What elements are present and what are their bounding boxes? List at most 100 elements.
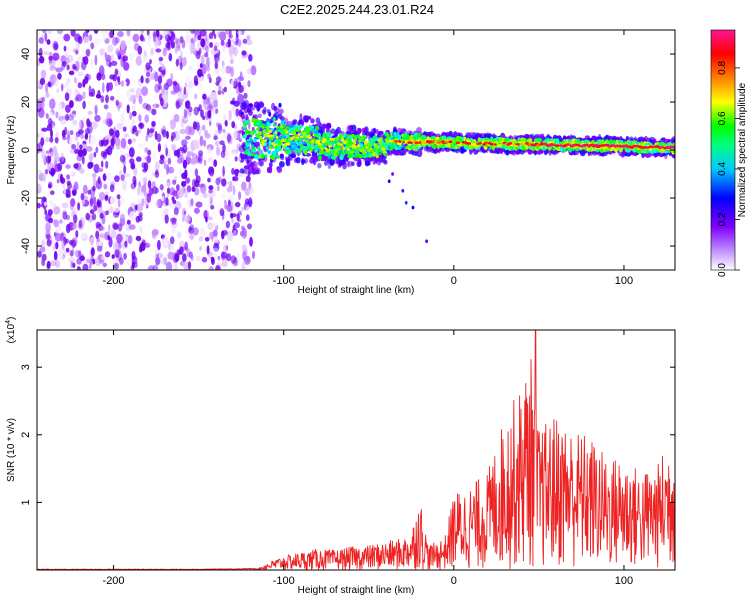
heat-cell	[278, 102, 282, 108]
heat-cell	[174, 253, 180, 262]
heat-cell	[243, 165, 250, 170]
heat-cell	[120, 138, 127, 149]
heat-cell	[131, 138, 137, 143]
heat-cell	[274, 131, 278, 134]
heat-cell	[171, 229, 178, 234]
heat-cell	[262, 142, 265, 146]
heat-cell	[153, 103, 156, 110]
heat-cell	[362, 151, 367, 154]
colorbar-tick-label: 0.2	[717, 212, 728, 226]
heat-cell	[67, 182, 73, 190]
heat-cell	[182, 91, 189, 99]
heat-cell	[70, 198, 76, 207]
heat-cell	[173, 207, 179, 216]
y-tick-label: -40	[20, 238, 32, 254]
heat-cell	[234, 201, 241, 208]
heat-cell	[215, 225, 219, 231]
heat-cell	[179, 36, 184, 44]
heat-cell	[50, 190, 55, 195]
heat-cell	[116, 194, 121, 200]
heat-cell	[90, 42, 94, 50]
heat-cell	[372, 127, 377, 134]
heat-cell	[244, 198, 250, 205]
heat-cell	[259, 102, 265, 108]
heat-cell	[96, 198, 100, 207]
heat-cell	[202, 192, 208, 199]
heat-cell	[203, 209, 210, 220]
heat-cell	[49, 65, 57, 72]
heat-cell	[377, 138, 382, 143]
heat-cell	[167, 251, 175, 260]
heat-cell	[136, 185, 141, 196]
heat-cell	[319, 147, 325, 150]
heat-cell	[325, 122, 332, 130]
heat-cell	[614, 148, 618, 152]
heat-cell	[136, 156, 142, 162]
heat-cell	[197, 183, 205, 188]
heat-cell	[203, 139, 207, 147]
heat-cell	[224, 120, 228, 127]
heat-cell	[207, 109, 212, 119]
heat-cell	[148, 239, 156, 248]
heat-cell	[92, 258, 95, 265]
heat-cell	[146, 71, 150, 77]
heat-cell	[394, 140, 399, 143]
heat-cell	[229, 58, 234, 65]
heat-cell	[200, 183, 207, 194]
heat-cell	[652, 149, 658, 154]
heat-cell	[109, 228, 112, 239]
heat-cell	[671, 145, 675, 149]
heat-cell	[295, 136, 300, 140]
heat-cell	[377, 148, 380, 154]
heat-cell	[242, 134, 247, 139]
heat-cell	[252, 250, 255, 260]
heat-cell	[336, 126, 341, 134]
heat-cell	[189, 234, 195, 240]
heat-cell	[192, 121, 198, 130]
heat-cell	[297, 133, 301, 136]
heat-cell	[145, 104, 152, 111]
heat-cell	[113, 263, 119, 270]
heat-cell	[265, 146, 269, 150]
heat-cell	[151, 150, 157, 161]
heat-cell	[98, 191, 106, 201]
heat-cell	[298, 138, 302, 141]
heat-cell	[104, 37, 110, 44]
heat-cell	[200, 109, 204, 118]
heat-cell	[141, 198, 145, 207]
heat-cell	[163, 256, 168, 266]
heat-cell	[244, 187, 251, 196]
heat-cell	[123, 173, 131, 178]
snr-scale-label: (x104)	[5, 317, 17, 344]
heat-cell	[287, 133, 290, 139]
heat-cell	[90, 121, 98, 130]
heat-cell	[109, 184, 115, 193]
heat-cell	[247, 80, 251, 88]
heat-cell	[63, 236, 67, 246]
heat-cell	[139, 122, 143, 129]
heat-cell	[171, 217, 177, 225]
heat-cell	[38, 47, 43, 58]
heat-cell	[154, 71, 159, 82]
heat-cell	[298, 140, 304, 146]
heat-cell	[182, 253, 187, 262]
heat-cell	[182, 159, 187, 169]
heat-cell	[172, 179, 177, 185]
heat-cell	[208, 189, 214, 194]
heat-cell	[157, 84, 162, 91]
heat-cell	[434, 145, 437, 149]
heat-cell	[150, 47, 155, 56]
heat-cell	[145, 36, 152, 44]
heat-cell	[65, 223, 71, 234]
heat-cell	[317, 162, 322, 169]
heat-cell	[182, 144, 188, 153]
heat-cell	[40, 133, 45, 140]
heat-cell	[47, 117, 53, 126]
heat-cell	[44, 169, 49, 175]
heat-cell	[229, 49, 233, 58]
heat-cell	[217, 124, 223, 134]
heat-cell	[135, 235, 142, 242]
heat-cell	[219, 208, 225, 217]
heat-cell	[259, 135, 263, 140]
heat-cell	[185, 125, 192, 136]
